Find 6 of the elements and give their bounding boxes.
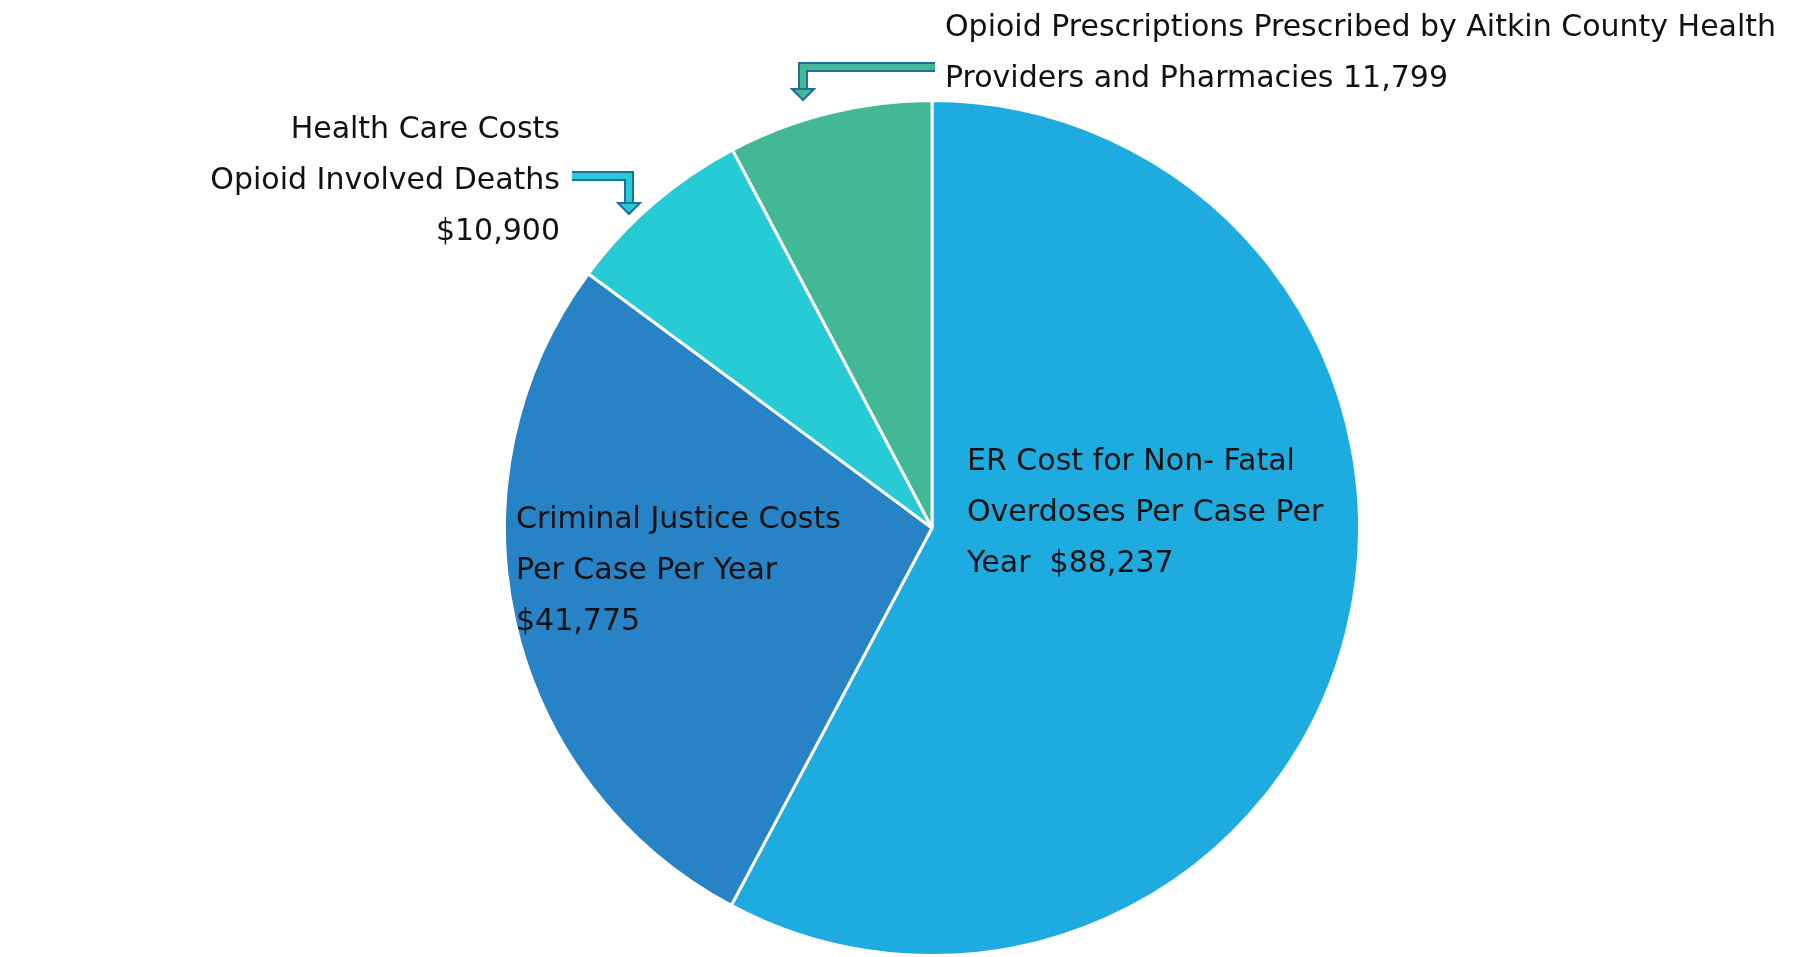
slice-label: Criminal Justice Costs Per Case Per Year <box>516 499 841 586</box>
slice-label: Health Care Costs Opioid Involved Deaths <box>210 109 560 196</box>
slice-label: ER Cost for Non- Fatal Overdoses Per Case Per Year $88,237 <box>966 441 1325 579</box>
slice-label: Opioid Prescriptions Prescribed by Aitkin County Health Providers and Pharmacies 11,799 <box>945 7 1777 94</box>
data-label: $10,900 <box>435 211 560 247</box>
data-label: $41,775 <box>516 601 641 637</box>
